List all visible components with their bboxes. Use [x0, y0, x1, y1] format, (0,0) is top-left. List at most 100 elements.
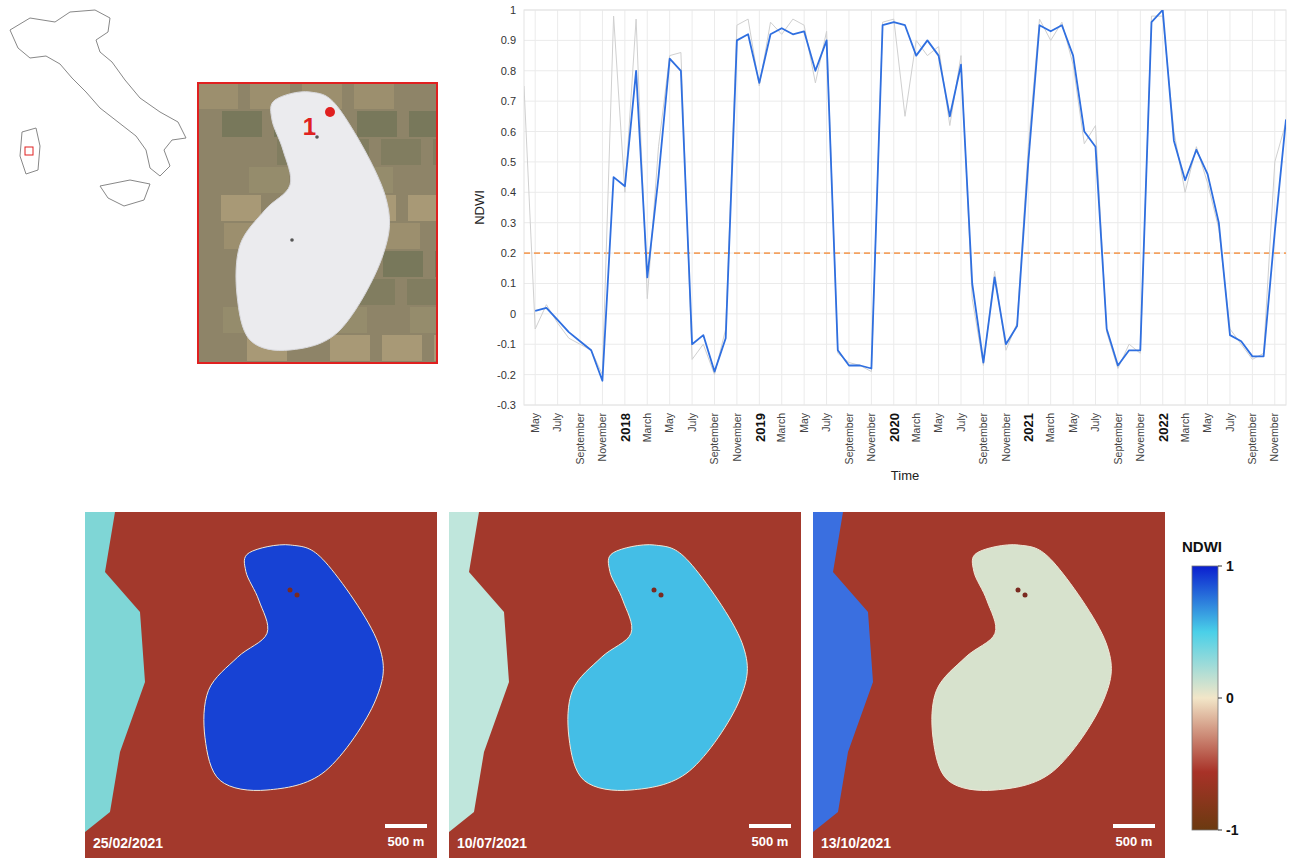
x-tick-label: November [1268, 412, 1280, 461]
colorbar-tick-label: 1 [1226, 558, 1234, 574]
x-tick-label: May [798, 412, 810, 433]
y-tick-label: 0.3 [501, 217, 516, 229]
x-tick-label: July [820, 412, 832, 431]
y-tick-label: 0.6 [501, 126, 516, 138]
grid-line [804, 10, 805, 405]
grid-line [714, 10, 715, 405]
grid-line [1185, 10, 1186, 405]
scale-bar [1113, 824, 1155, 828]
sardinia-outline [20, 128, 40, 174]
field [408, 195, 437, 221]
islet [1023, 593, 1028, 598]
grid-line [1252, 10, 1253, 405]
lake-ndwi [932, 545, 1112, 791]
grid-line [647, 10, 648, 405]
land [813, 512, 1165, 858]
grid-line [1028, 10, 1029, 405]
x-tick-label: May [932, 412, 944, 433]
y-tick-label: 0.7 [501, 95, 516, 107]
field [222, 111, 262, 137]
ndwi-map: 13/10/2021500 m [813, 512, 1165, 858]
field [410, 307, 437, 333]
colorbar-tick [1218, 830, 1222, 831]
map-date: 13/10/2021 [821, 835, 891, 851]
x-tick-label: September [843, 413, 855, 465]
land [449, 512, 801, 858]
italy-outline [10, 10, 186, 176]
x-tick-label: March [1179, 413, 1191, 442]
islet [1016, 588, 1021, 593]
x-tick-label: September [977, 413, 989, 465]
grid-line [759, 10, 760, 405]
threshold-line [524, 252, 1286, 254]
ndwi-map: 25/02/2021500 m [85, 512, 437, 858]
colorbar-tick [1218, 698, 1222, 699]
grid-line [524, 192, 1286, 193]
grid-line [524, 283, 1286, 284]
grid-line [535, 10, 536, 405]
scale-label: 500 m [752, 834, 789, 849]
scale-bar [749, 824, 791, 828]
sea [85, 512, 145, 832]
field [330, 335, 370, 361]
islet [652, 588, 657, 593]
colorbar-gradient [1192, 566, 1218, 830]
field [383, 251, 423, 277]
plot-frame [524, 10, 1286, 405]
field [221, 195, 261, 221]
x-tick-label: November [731, 412, 743, 461]
raw-series-line [524, 16, 1286, 375]
y-tick-label: 1 [510, 4, 516, 16]
x-tick-label: September [574, 413, 586, 465]
grid-line [1162, 10, 1163, 405]
grid-line [1095, 10, 1096, 405]
grid-line [524, 253, 1286, 254]
field [382, 335, 422, 361]
y-axis-title: NDWI [472, 190, 487, 225]
field [198, 83, 238, 109]
x-tick-label: March [775, 413, 787, 442]
grid-line [524, 313, 1286, 314]
x-tick-label: July [686, 412, 698, 431]
x-tick-label: March [1044, 413, 1056, 442]
sicily-outline [100, 180, 150, 206]
lake-ndwi [204, 545, 384, 791]
y-tick-label: -0.1 [497, 338, 516, 350]
y-tick-label: -0.2 [497, 369, 516, 381]
satellite-ground [198, 83, 437, 363]
land [85, 512, 437, 858]
location-box [25, 147, 33, 155]
field [249, 167, 289, 193]
point-label: 1 [303, 113, 316, 140]
field [407, 279, 437, 305]
x-axis-title: Time [891, 468, 919, 483]
x-tick-label: September [1246, 413, 1258, 465]
colorbar-tick-label: -1 [1226, 822, 1239, 838]
x-tick-label: July [955, 412, 967, 431]
grid-line [781, 10, 782, 405]
italy-map [10, 10, 186, 206]
line-chart: -0.3-0.2-0.100.10.20.30.40.50.60.70.80.9… [472, 4, 1286, 483]
sea [813, 512, 873, 832]
grid-line [1229, 10, 1230, 405]
lake [236, 92, 390, 351]
grid-line [1117, 10, 1118, 405]
islet [295, 593, 300, 598]
grid-line [602, 10, 603, 405]
y-tick-label: 0.2 [501, 247, 516, 259]
y-tick-label: 0.8 [501, 65, 516, 77]
y-tick-label: 0 [510, 308, 516, 320]
grid-line [557, 10, 558, 405]
x-tick-label: May [529, 412, 541, 433]
figure: 1-0.3-0.2-0.100.10.20.30.40.50.60.70.80.… [0, 0, 1295, 859]
grid-line [983, 10, 984, 405]
x-tick-label: November [1000, 412, 1012, 461]
grid-line [848, 10, 849, 405]
x-tick-label: March [641, 413, 653, 442]
y-tick-label: 0.5 [501, 156, 516, 168]
grid-line [524, 374, 1286, 375]
y-tick-label: -0.3 [497, 399, 516, 411]
sampling-point [325, 107, 335, 117]
grid-line [1274, 10, 1275, 405]
x-tick-label: 2021 [1021, 413, 1036, 442]
